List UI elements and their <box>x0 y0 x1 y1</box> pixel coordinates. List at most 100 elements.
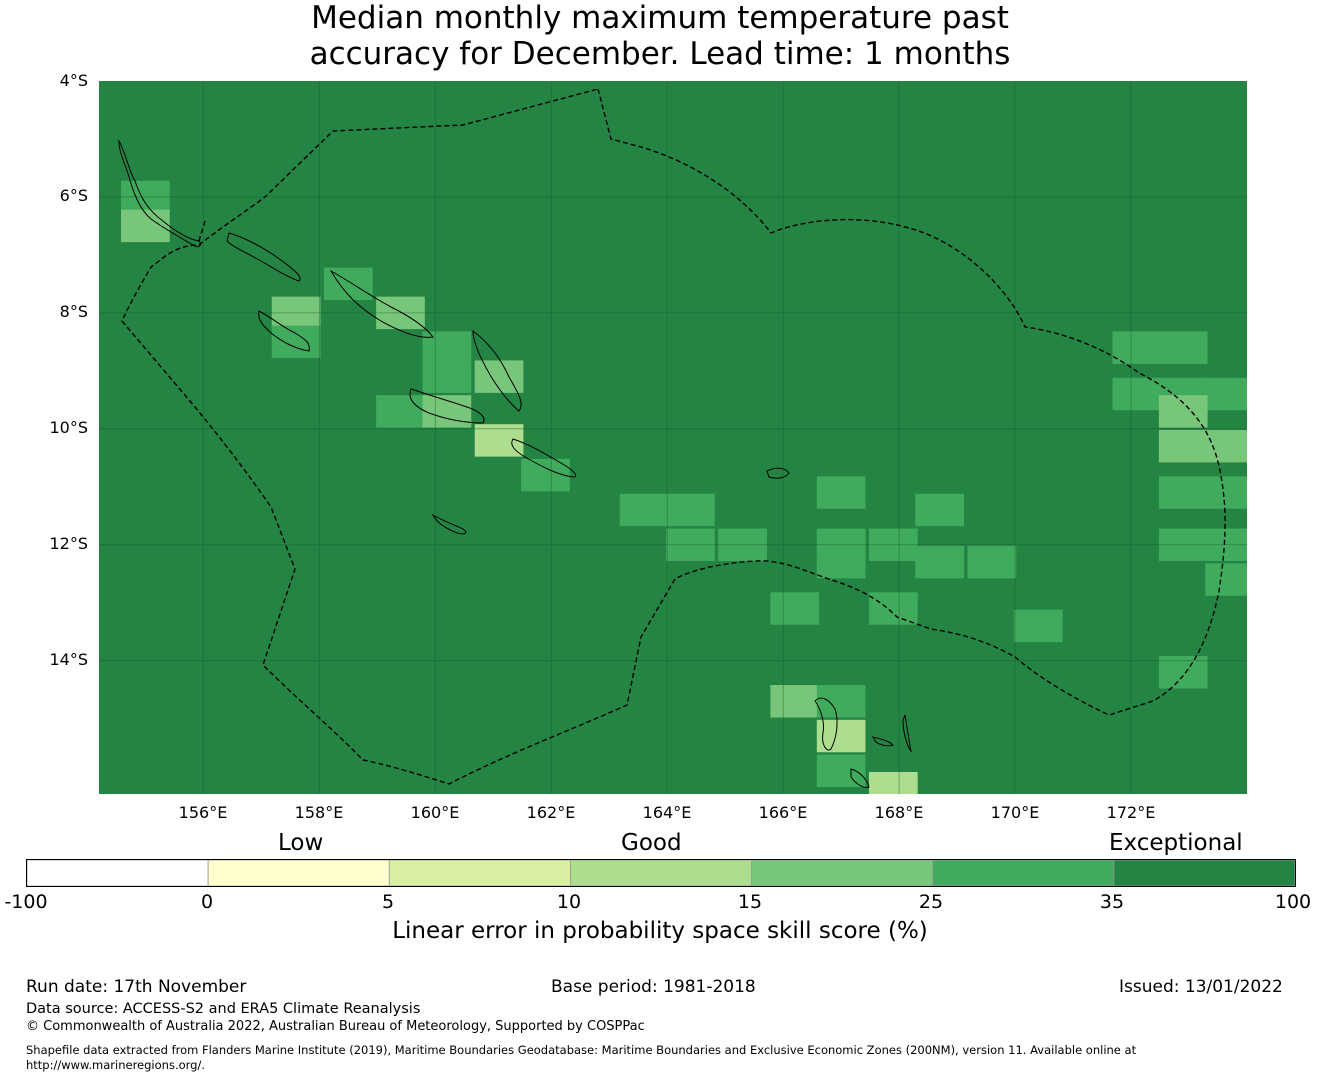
title-line-1: Median monthly maximum temperature past <box>311 0 1009 36</box>
skill-cell <box>121 209 170 243</box>
colorbar-tick: 25 <box>918 891 944 913</box>
lat-label: 10°S <box>49 418 88 437</box>
colorbar-tick: -100 <box>4 891 48 913</box>
skill-cell <box>422 360 472 393</box>
bougainville-island <box>118 139 202 248</box>
colorbar-category-good: Good <box>621 830 682 856</box>
skill-cell <box>666 493 715 527</box>
colorbar-segment <box>932 859 1115 887</box>
map-background <box>99 81 1247 794</box>
colorbar-segment <box>751 859 934 887</box>
shapefile-url[interactable]: http://www.marineregions.org/. <box>26 1058 205 1072</box>
lon-label: 172°E <box>1106 803 1156 822</box>
map-title: Median monthly maximum temperature past … <box>0 0 1320 72</box>
colorbar-title: Linear error in probability space skill … <box>392 918 928 944</box>
malekula-island <box>850 768 870 788</box>
skill-cell <box>1013 609 1063 643</box>
skill-cell <box>1158 476 1208 509</box>
rennell-island <box>431 513 467 535</box>
colorbar-segment <box>1113 859 1296 887</box>
colorbar <box>26 859 1296 887</box>
skill-cell <box>868 771 918 805</box>
colorbar-tick: 0 <box>200 891 214 913</box>
skill-cell <box>474 424 524 457</box>
skill-cell <box>770 685 820 718</box>
shapefile-credit: Shapefile data extracted from Flanders M… <box>26 1043 1137 1057</box>
skill-cell <box>770 592 820 625</box>
skill-cell <box>376 395 425 428</box>
skill-cell <box>521 458 570 492</box>
colorbar-tick: 5 <box>381 891 395 913</box>
lon-label: 170°E <box>990 803 1040 822</box>
skill-cell <box>1158 331 1208 364</box>
lat-label: 8°S <box>59 302 88 321</box>
malaita-island <box>472 329 522 412</box>
colorbar-segment <box>570 859 752 887</box>
map-panel[interactable] <box>99 81 1254 805</box>
lat-label: 12°S <box>49 534 88 553</box>
guadalcanal-island <box>409 388 485 424</box>
choiseul-island <box>226 232 301 282</box>
skill-cell <box>1158 656 1208 689</box>
new-georgia-island <box>258 310 310 352</box>
skill-cell <box>1112 377 1162 411</box>
skill-cell <box>1112 331 1162 364</box>
colorbar-segment <box>26 859 209 887</box>
skill-cell <box>1205 429 1254 463</box>
espiritu-santo-island <box>814 697 838 751</box>
skill-cell <box>915 545 965 579</box>
skill-cell <box>1158 429 1208 463</box>
lat-label: 4°S <box>59 71 88 90</box>
colorbar-tick: 35 <box>1099 891 1125 913</box>
skill-cell <box>1205 476 1254 509</box>
skill-cell <box>816 685 866 718</box>
lon-label: 164°E <box>642 803 692 822</box>
data-source: Data source: ACCESS-S2 and ERA5 Climate … <box>26 1001 421 1017</box>
skill-cell <box>816 719 866 753</box>
colorbar-border <box>26 859 1296 887</box>
gridlines <box>99 81 1247 794</box>
skill-cell <box>816 545 866 579</box>
base-period: Base period: 1981-2018 <box>551 977 756 997</box>
skill-cell <box>1205 563 1254 596</box>
run-date: Run date: 17th November <box>26 977 247 997</box>
pentecost-island <box>872 736 894 747</box>
skill-cell <box>1158 395 1208 428</box>
issued-date: Issued: 13/01/2022 <box>1119 977 1283 997</box>
vanuatu-eez <box>198 220 206 242</box>
skill-cell <box>868 592 918 625</box>
makira-island <box>511 438 577 478</box>
lon-label: 168°E <box>874 803 924 822</box>
lon-label: 160°E <box>410 803 460 822</box>
colorbar-tick: 15 <box>737 891 763 913</box>
skill-cell <box>474 360 524 393</box>
colorbar-category-low: Low <box>278 830 324 856</box>
eez-boundaries <box>121 88 1226 785</box>
skill-cell <box>816 476 866 509</box>
maewo-island <box>902 714 912 753</box>
lat-label: 14°S <box>49 650 88 669</box>
colorbar-category-exceptional: Exceptional <box>1109 830 1243 856</box>
colorbar-segment <box>207 859 390 887</box>
colorbar-segment <box>388 859 571 887</box>
title-line-2: accuracy for December. Lead time: 1 mont… <box>309 36 1011 72</box>
lat-label: 6°S <box>59 186 88 205</box>
skill-cell <box>1205 377 1254 411</box>
solomon-islands-eez <box>121 88 1226 785</box>
lon-label: 158°E <box>294 803 344 822</box>
skill-cell <box>915 493 965 527</box>
colorbar-tick: 10 <box>556 891 582 913</box>
santa-cruz-island <box>766 467 790 479</box>
skill-cell <box>619 493 669 527</box>
skill-cell <box>271 325 321 359</box>
skill-map[interactable] <box>99 81 1254 805</box>
copyright: © Commonwealth of Australia 2022, Austra… <box>26 1019 645 1034</box>
coastlines <box>118 139 912 788</box>
lon-label: 156°E <box>178 803 228 822</box>
isabel-island <box>329 269 434 338</box>
skill-cell <box>816 754 866 788</box>
lon-label: 166°E <box>758 803 808 822</box>
skill-cell <box>422 331 472 364</box>
lon-label: 162°E <box>526 803 576 822</box>
skill-cell <box>967 545 1017 579</box>
